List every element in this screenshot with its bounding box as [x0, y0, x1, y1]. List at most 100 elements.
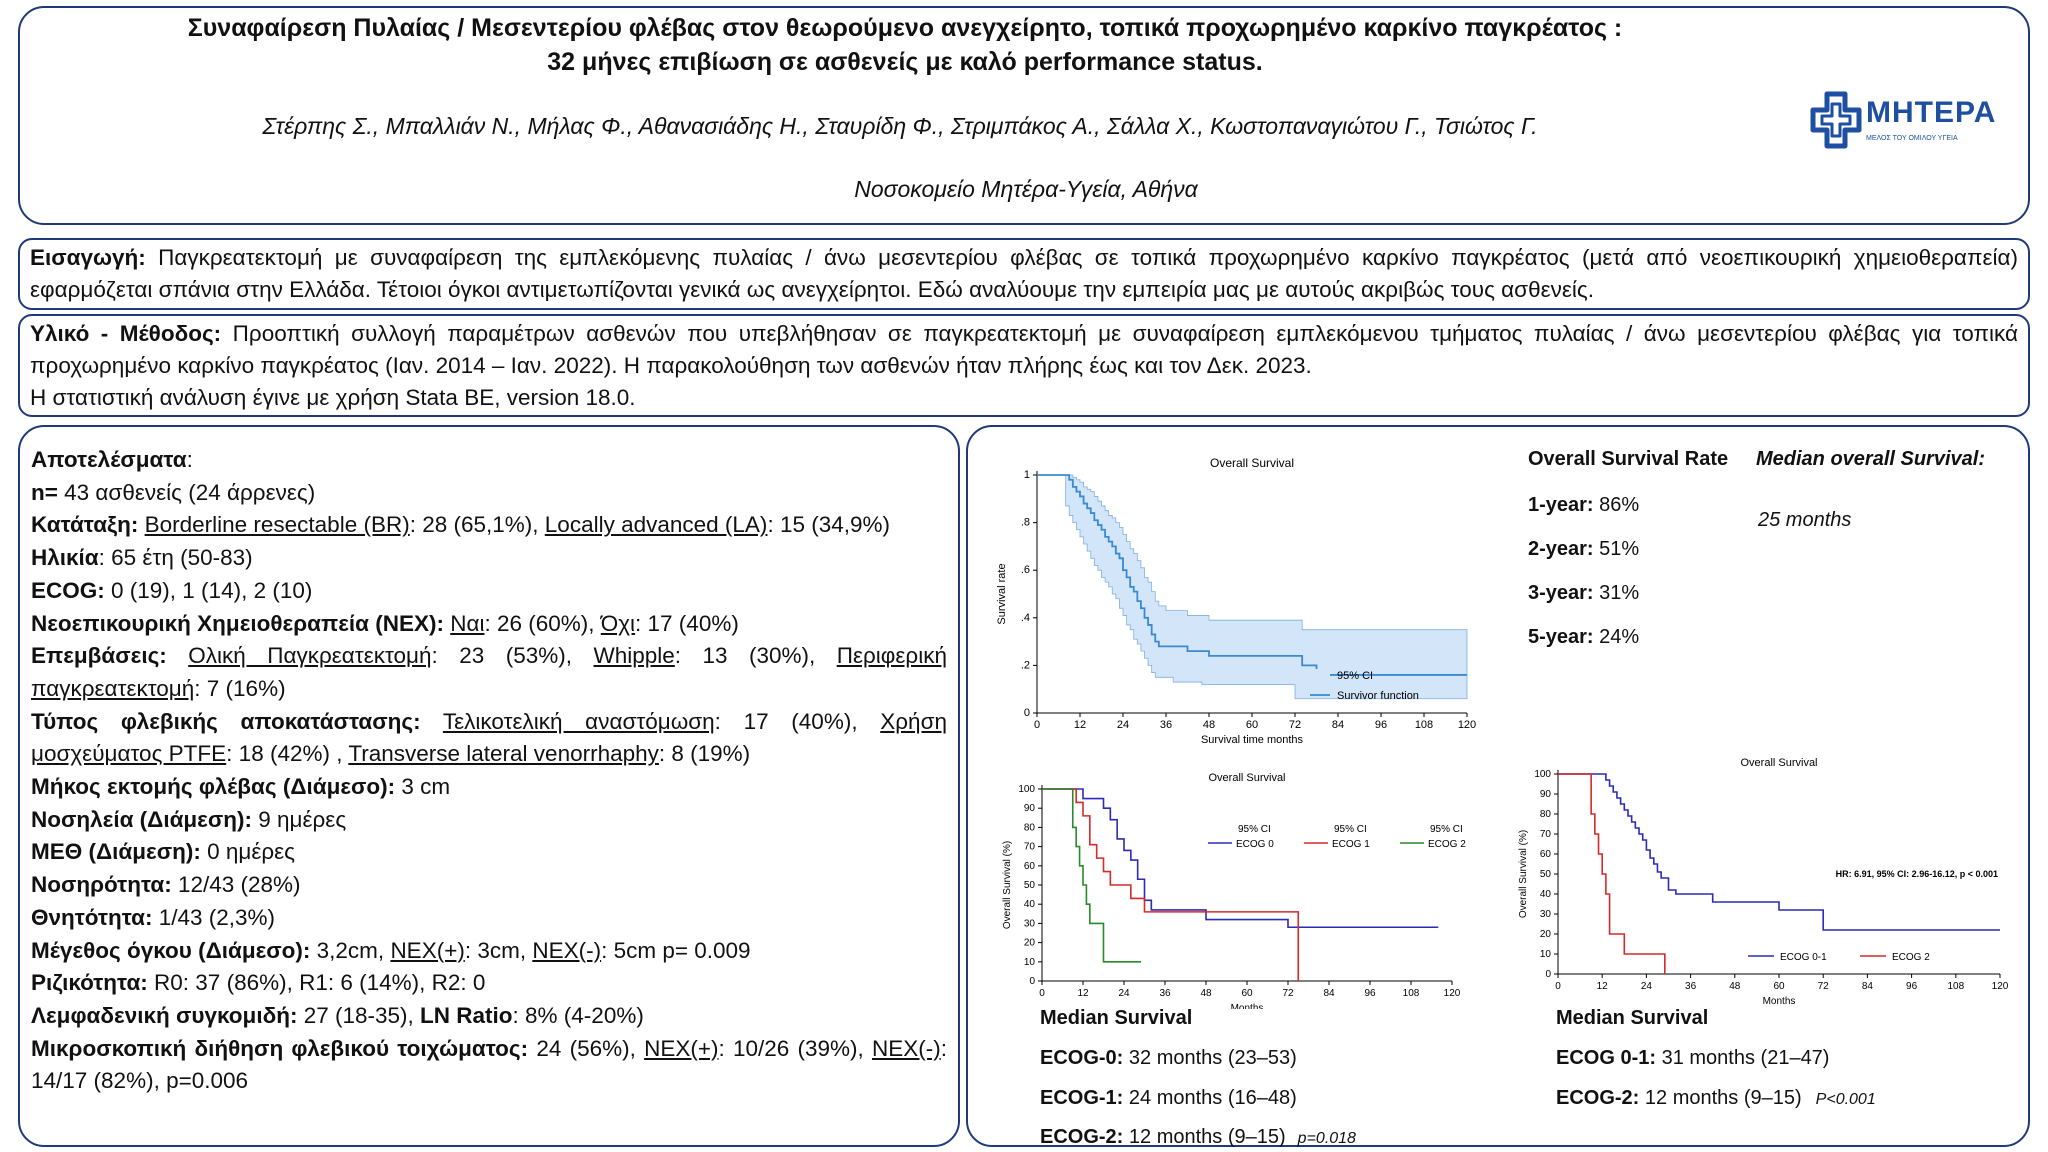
results-list: Αποτελέσματα: n= 43 ασθενείς (24 άρρενες… — [31, 444, 947, 1098]
nex-no-value: : 17 (40%) — [635, 610, 739, 636]
hazard-ratio-annotation: HR: 6.91, 95% CI: 2.96-16.12, p < 0.001 — [1836, 869, 1998, 879]
x-tick-label: 108 — [1403, 988, 1420, 999]
size-nexm-value: : 5cm p= 0.009 — [601, 937, 751, 963]
y-axis-label: Overall Survival (%) — [1002, 841, 1013, 929]
morbidity-value: 12/43 (28%) — [171, 872, 301, 898]
invasion-value: 24 (56%), — [528, 1035, 645, 1061]
title-panel: Συναφαίρεση Πυλαίας / Μεσεντερίου φλέβας… — [18, 6, 2030, 225]
rate-5y: 5-year: 24% — [1528, 626, 1639, 649]
length-label: Μήκος εκτομής φλέβας (Διάμεσο): — [31, 774, 396, 800]
size-nexm-term: NEX(-) — [532, 937, 602, 963]
invasion-label: Μικροσκοπική διήθηση φλεβικού τοιχώματος… — [31, 1035, 529, 1061]
median-group-01: ECOG 0-1: 31 months (21–47) — [1556, 1047, 1829, 1070]
methods-body: Προοπτική συλλογή παραμέτρων ασθενών που… — [30, 321, 2018, 378]
recon-e2e-term: Τελικοτελική αναστόμωση — [442, 708, 715, 734]
legend-ecog-2-label: ECOG 2 — [1428, 839, 1466, 850]
median-group-2-value: 12 months (9–15) — [1639, 1087, 1802, 1109]
x-tick-label: 84 — [1862, 981, 1874, 992]
x-tick-label: 0 — [1039, 988, 1045, 999]
x-tick-label: 48 — [1729, 981, 1741, 992]
y-tick-label: 100 — [1018, 784, 1035, 795]
x-tick-label: 84 — [1332, 719, 1344, 731]
n-label: n= — [31, 479, 58, 505]
y-tick-label: 50 — [1540, 869, 1552, 880]
y-axis-label: Survival rate — [996, 563, 1008, 624]
recon-tlv-value: : 8 (19%) — [658, 741, 751, 767]
y-tick-label: 20 — [1540, 929, 1552, 940]
lymph-node-label: Λεμφαδενική συγκομιδή: — [31, 1002, 298, 1028]
introduction-text: Εισαγωγή: Παγκρεατεκτομή με συναφαίρεση … — [30, 242, 2018, 306]
legend-survivor-label: Survivor function — [1337, 690, 1419, 702]
y-tick-label: 0 — [1029, 976, 1035, 987]
legend-ci-label: 95% CI — [1238, 824, 1271, 835]
length-value: 3 cm — [395, 774, 451, 800]
recon-tlv-term: Transverse lateral venorrhaphy — [348, 741, 659, 767]
nex-yes-value: : 26 (60%), — [484, 610, 601, 636]
hospital-stay-label: Νοσηλεία (Διάμεση): — [31, 806, 252, 832]
age-label: Ηλικία — [31, 545, 99, 571]
reconstruction-label: Τύπος φλεβικής αποκατάστασης: — [31, 708, 421, 734]
rate-3y: 3-year: 31% — [1528, 582, 1639, 605]
median-ecog-p-value: p=0.018 — [1297, 1130, 1356, 1147]
y-tick-label: 90 — [1024, 803, 1036, 814]
rate-3y-label: 3-year: — [1528, 582, 1594, 604]
median-group-title: Median Survival — [1556, 1007, 1708, 1030]
chart-title: Overall Survival — [1210, 456, 1294, 470]
y-tick-label: 40 — [1540, 889, 1552, 900]
y-tick-label: 0 — [1024, 707, 1030, 719]
mortality-value: 1/43 (2,3%) — [152, 904, 276, 930]
median-ecog-title-text: Median Survival — [1040, 1007, 1193, 1029]
y-tick-label: 50 — [1024, 880, 1036, 891]
classification-label: Κατάταξη: — [31, 512, 139, 538]
x-tick-label: 72 — [1818, 981, 1830, 992]
la-value: : 15 (34,9%) — [767, 512, 891, 538]
rate-3y-value: 31% — [1593, 582, 1640, 604]
overall-survival-chart: Overall Survival 0 12 24 36 48 60 72 84 96 108 120 0… — [996, 456, 1476, 746]
x-tick-label: 48 — [1203, 719, 1215, 731]
legend-ci-label: 95% CI — [1334, 824, 1367, 835]
rate-5y-label: 5-year: — [1528, 626, 1594, 648]
y-tick-label: 60 — [1024, 861, 1036, 872]
median-group-p-value: P<0.001 — [1815, 1091, 1876, 1108]
rate-2y: 2-year: 51% — [1528, 538, 1639, 561]
tumor-size-value: 3,2cm, — [310, 937, 391, 963]
y-tick-label: 90 — [1540, 789, 1552, 800]
op-distal-value: : 7 (16%) — [194, 675, 286, 701]
y-tick-label: 70 — [1540, 829, 1552, 840]
operations-row: Επεμβάσεις: Ολική Παγκρεατεκτομή: 23 (53… — [31, 640, 947, 705]
y-tick-label: 60 — [1540, 849, 1552, 860]
y-tick-label: 40 — [1024, 899, 1036, 910]
x-tick-label: 36 — [1160, 719, 1172, 731]
x-tick-label: 12 — [1597, 981, 1609, 992]
survival-rate-title-text: Overall Survival Rate — [1528, 448, 1729, 470]
methods-label: Υλικό - Μέθοδος: — [30, 321, 222, 346]
inv-nexm-term: NEX(-) — [871, 1035, 941, 1061]
ecog-label: ECOG: — [31, 577, 105, 603]
y-tick-label: 70 — [1024, 842, 1036, 853]
cross-logo-icon — [1810, 91, 1862, 149]
x-axis-label: Months — [1231, 1003, 1264, 1009]
authors: Στέρπης Σ., Μπαλλιάν Ν., Μήλας Φ., Αθανα… — [262, 113, 1538, 139]
median-group-2: ECOG-2: 12 months (9–15) P<0.001 — [1556, 1087, 1876, 1110]
x-tick-label: 24 — [1641, 981, 1653, 992]
classification-row: Κατάταξη: Borderline resectable (BR): 28… — [31, 509, 947, 542]
y-tick-label: 10 — [1540, 949, 1552, 960]
la-term: Locally advanced (LA) — [544, 512, 768, 538]
inv-nexp-value: : 10/26 (39%), — [718, 1035, 872, 1061]
op-total-term: Ολική Παγκρεατεκτομή — [188, 643, 432, 669]
x-tick-label: 72 — [1282, 988, 1294, 999]
survivor-line — [1037, 474, 1467, 676]
median-group-2-label: ECOG-2: — [1556, 1087, 1640, 1109]
x-tick-label: 72 — [1289, 719, 1301, 731]
y-axis-label: Overall Survival (%) — [1518, 830, 1529, 918]
median-os-title: Median overall Survival: — [1756, 448, 1985, 470]
results-heading: Αποτελέσματα — [31, 447, 187, 472]
y-tick-label: 80 — [1024, 822, 1036, 833]
median-group-01-label: ECOG 0-1: — [1556, 1047, 1657, 1069]
x-tick-label: 12 — [1077, 988, 1089, 999]
median-ecog-2-value: 12 months (9–15) — [1123, 1126, 1286, 1148]
br-term: Borderline resectable (BR) — [144, 512, 410, 538]
survival-rate-title: Overall Survival Rate — [1528, 448, 1728, 471]
results-panel: Αποτελέσματα: n= 43 ασθενείς (24 άρρενες… — [18, 425, 960, 1147]
logo-wordmark: ΜΗΤΕΡΑ — [1866, 96, 1997, 129]
